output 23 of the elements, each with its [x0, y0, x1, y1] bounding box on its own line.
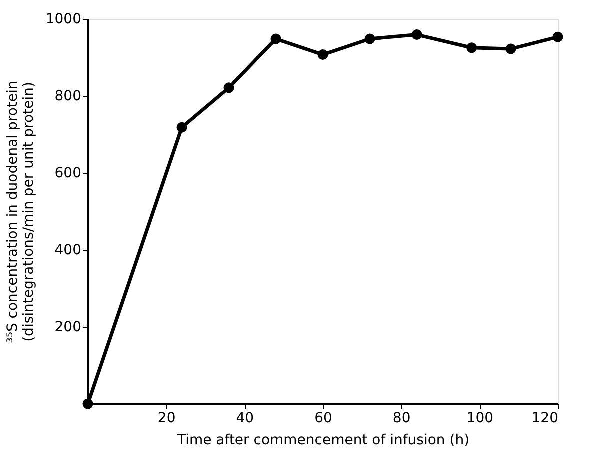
y-tick-label: 800	[54, 88, 82, 104]
y-axis-title: ³⁵S concentration in duodenal protein (disintegrations/min per unit protein)	[4, 80, 37, 344]
point	[176, 122, 188, 133]
x-tick-label: 120	[532, 410, 558, 426]
x-tick-label: 60	[314, 410, 332, 426]
x-tick-label: 100	[466, 410, 494, 426]
x-tick-label: 20	[158, 410, 176, 426]
y-tick-label: 600	[54, 166, 82, 182]
point	[82, 398, 94, 410]
point	[364, 34, 376, 44]
point	[318, 50, 328, 60]
x-tick-label: 80	[392, 410, 411, 426]
point	[466, 42, 478, 54]
x-axis-title: Time after commencement of infusion (h)	[176, 432, 470, 448]
point	[552, 32, 564, 42]
x-tick-label: 40	[236, 410, 254, 426]
y-tick-label: 200	[54, 320, 82, 336]
y-tick-label: 400	[54, 242, 82, 258]
point	[412, 30, 422, 40]
point	[270, 34, 282, 44]
point	[224, 82, 234, 94]
point	[506, 44, 516, 54]
y-tick-label: 1000	[46, 12, 82, 28]
